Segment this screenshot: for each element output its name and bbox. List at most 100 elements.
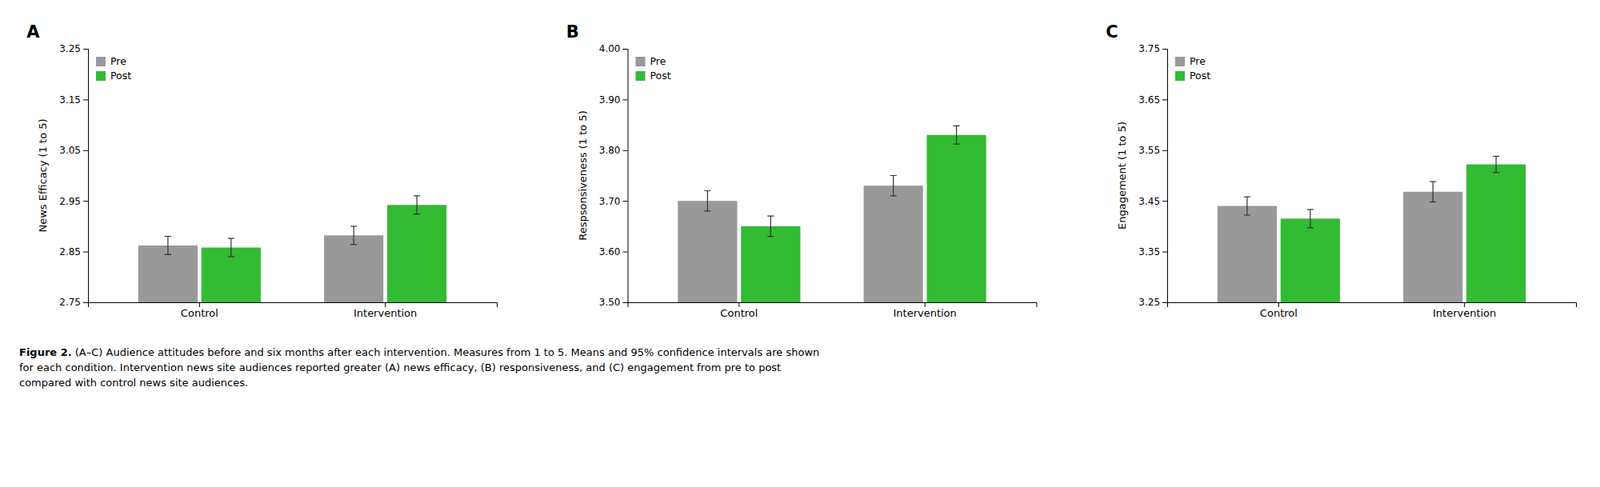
y-tick: 3.60 [599, 246, 628, 258]
legend-label: Post [1189, 69, 1211, 82]
caption-text: for each condition. Intervention news si… [19, 361, 781, 374]
x-axis: Control Intervention [88, 302, 498, 320]
figure: 2.75 2.85 2.95 3.05 3.15 3.25 Control Intervent… [0, 0, 1600, 487]
y-tick-mark [83, 252, 88, 253]
y-axis-title: Engagement (1 to 5) [1116, 121, 1128, 230]
x-tick-mark [1278, 302, 1280, 308]
panel-label: A [26, 22, 40, 42]
error-cap [1492, 156, 1500, 157]
panel: 3.253.353.453.553.653.75ControlIntervent… [1105, 22, 1576, 320]
x-tick: Control [1260, 302, 1298, 320]
error-line [416, 196, 417, 215]
y-tick-label: 3.60 [599, 246, 621, 258]
x-tick-mark [384, 302, 386, 308]
y-tick: 2.95 [59, 196, 88, 208]
bar [324, 235, 384, 303]
y-tick-mark [83, 99, 88, 100]
y-tick-label: 3.50 [599, 296, 621, 308]
y-tick-mark [1162, 302, 1168, 304]
caption-label: Figure 2. [19, 346, 72, 359]
y-tick-mark [1162, 252, 1168, 253]
error-cap [1492, 172, 1500, 173]
error-cap [1429, 201, 1436, 203]
legend-swatch [1175, 71, 1185, 81]
series [677, 176, 923, 304]
y-tick-label: 3.25 [1138, 296, 1160, 308]
y-tick-mark [83, 200, 88, 202]
y-tick-mark [83, 302, 88, 304]
y-tick-mark [1162, 200, 1168, 202]
error-bar [890, 176, 897, 196]
x-tick-label: Intervention [353, 307, 417, 320]
legend-swatch [96, 71, 106, 81]
panel-label: B [566, 22, 580, 42]
legend: PrePost [636, 55, 672, 82]
x-tick-mark [924, 302, 926, 308]
y-axis: 3.50 3.60 3.70 3.80 3.90 4.00 [599, 43, 628, 308]
y-tick: 4.00 [599, 43, 628, 55]
y-tick: 3.70 [599, 196, 628, 208]
y-tick-label: 3.15 [59, 94, 81, 106]
error-bar [350, 226, 357, 245]
error-cap [767, 216, 774, 217]
series [138, 226, 384, 303]
y-tick-mark [83, 150, 88, 152]
x-tick: Control [180, 302, 219, 320]
error-bar [164, 236, 172, 256]
error-cap [164, 254, 172, 256]
y-tick: 3.65 [1138, 94, 1168, 106]
panel: 2.75 2.85 2.95 3.05 3.15 3.25 Control Intervent… [26, 22, 497, 320]
error-line [707, 191, 708, 212]
legend-item: Pre [96, 55, 127, 68]
caption-text: (A–C) Audience attitudes before and six … [72, 346, 820, 359]
y-tick-label: 3.80 [599, 144, 621, 156]
bar [1280, 218, 1340, 303]
y-tick-mark [623, 48, 628, 50]
y-axis-title: Respsonsiveness (1 to 5) [576, 110, 589, 240]
y-tick: 3.25 [59, 43, 88, 55]
bar [927, 135, 987, 303]
series [1280, 156, 1526, 303]
y-tick: 3.90 [599, 94, 628, 106]
bar [1217, 206, 1277, 303]
x-tick-label: Intervention [1432, 307, 1496, 320]
y-tick: 3.35 [1138, 246, 1168, 258]
y-tick-mark [623, 150, 628, 152]
y-tick-mark [623, 99, 628, 100]
y-tick: 3.75 [1138, 43, 1168, 55]
y-tick: 3.80 [599, 144, 628, 156]
error-cap [1307, 227, 1314, 228]
series [1217, 181, 1463, 303]
y-tick-label: 3.75 [1138, 43, 1160, 55]
y-tick: 3.05 [59, 144, 88, 156]
error-bar [704, 191, 711, 212]
y-tick-label: 2.85 [59, 246, 81, 258]
y-tick-label: 2.75 [59, 296, 81, 308]
x-tick: Intervention [892, 302, 956, 320]
legend-item: Pre [1175, 55, 1206, 68]
error-line [1309, 209, 1311, 228]
error-cap [953, 125, 960, 127]
error-line [1432, 181, 1434, 202]
y-tick-label: 3.70 [599, 196, 621, 208]
x-tick: Intervention [353, 302, 417, 320]
y-tick-label: 3.25 [59, 43, 81, 55]
y-axis-line [83, 49, 89, 304]
legend-swatch [636, 56, 646, 67]
y-tick-label: 3.90 [599, 94, 621, 106]
x-axis: Control Intervention [1168, 302, 1577, 320]
error-cap [350, 244, 357, 245]
error-bar [767, 216, 774, 236]
error-bar [413, 196, 420, 215]
x-tick: Control [720, 302, 758, 320]
error-cap [953, 144, 960, 145]
legend-swatch [1175, 56, 1185, 67]
error-line [1246, 196, 1248, 216]
x-tick-label: Control [720, 307, 758, 320]
x-tick-label: Control [180, 307, 219, 320]
y-tick: 3.55 [1138, 144, 1168, 156]
legend: PrePost [1175, 55, 1211, 82]
error-cap [1429, 181, 1436, 183]
plot-area [677, 125, 986, 303]
x-tick-label: Control [1260, 307, 1298, 320]
